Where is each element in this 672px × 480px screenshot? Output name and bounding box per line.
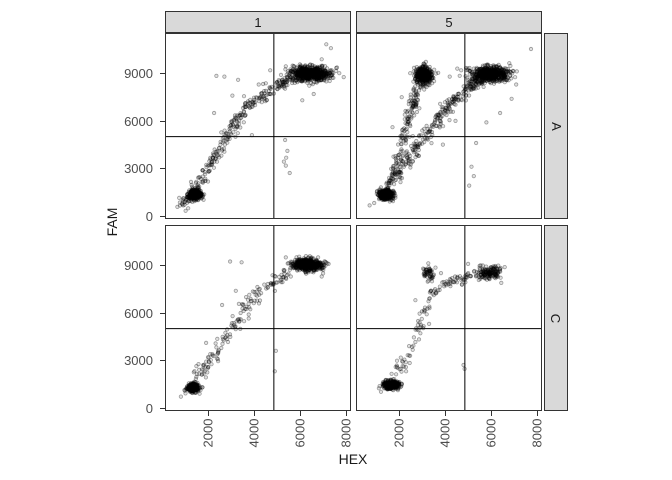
- x-tick-label: 6000: [483, 418, 499, 448]
- facet-row-strip-C: C: [544, 225, 568, 411]
- y-tick-label: 6000: [124, 113, 153, 129]
- scatter-panel-col5-rowC: [356, 225, 542, 411]
- x-tick-label: 6000: [292, 418, 308, 448]
- panel-plot-area: [166, 226, 350, 410]
- panel-plot-area: [357, 226, 541, 410]
- x-tick-label: 2000: [200, 418, 216, 448]
- x-tick-label: 8000: [338, 418, 354, 448]
- y-tick-label: 9000: [124, 66, 153, 82]
- scatter-panel-col1-rowC: [165, 225, 351, 411]
- x-tick-label: 8000: [529, 418, 545, 448]
- x-tick-mark: [299, 411, 301, 416]
- panel-plot-area: [166, 34, 350, 218]
- y-tick-mark: [160, 407, 165, 409]
- y-tick-label: 3000: [124, 161, 153, 177]
- y-tick-mark: [160, 360, 165, 362]
- x-tick-mark: [536, 411, 538, 416]
- facet-column-strip-1: 1: [165, 11, 351, 33]
- y-tick-label: 3000: [124, 353, 153, 369]
- x-tick-mark: [208, 411, 210, 416]
- y-tick-mark: [160, 120, 165, 122]
- y-tick-label: 0: [145, 400, 153, 416]
- y-tick-label: 9000: [124, 258, 153, 274]
- y-tick-label: 6000: [124, 305, 153, 321]
- scatter-panel-col5-rowA: [356, 33, 542, 219]
- facet-column-strip-5: 5: [356, 11, 542, 33]
- x-tick-mark: [490, 411, 492, 416]
- x-tick-mark: [345, 411, 347, 416]
- x-tick-label: 4000: [246, 418, 262, 448]
- x-tick-mark: [254, 411, 256, 416]
- x-tick-label: 4000: [437, 418, 453, 448]
- y-tick-mark: [160, 168, 165, 170]
- y-tick-label: 0: [145, 208, 153, 224]
- facet-column-label: 5: [445, 14, 453, 30]
- x-tick-mark: [445, 411, 447, 416]
- x-tick-label: 2000: [391, 418, 407, 448]
- x-axis-title: HEX: [338, 451, 368, 467]
- x-tick-mark: [399, 411, 401, 416]
- panel-plot-area: [357, 34, 541, 218]
- facet-column-label: 1: [254, 14, 262, 30]
- y-tick-mark: [160, 215, 165, 217]
- y-tick-mark: [160, 265, 165, 267]
- y-tick-mark: [160, 312, 165, 314]
- facet-row-strip-A: A: [544, 33, 568, 219]
- facet-row-label: C: [548, 313, 564, 323]
- facet-row-label: A: [548, 121, 564, 131]
- y-tick-mark: [160, 73, 165, 75]
- scatter-panel-col1-rowA: [165, 33, 351, 219]
